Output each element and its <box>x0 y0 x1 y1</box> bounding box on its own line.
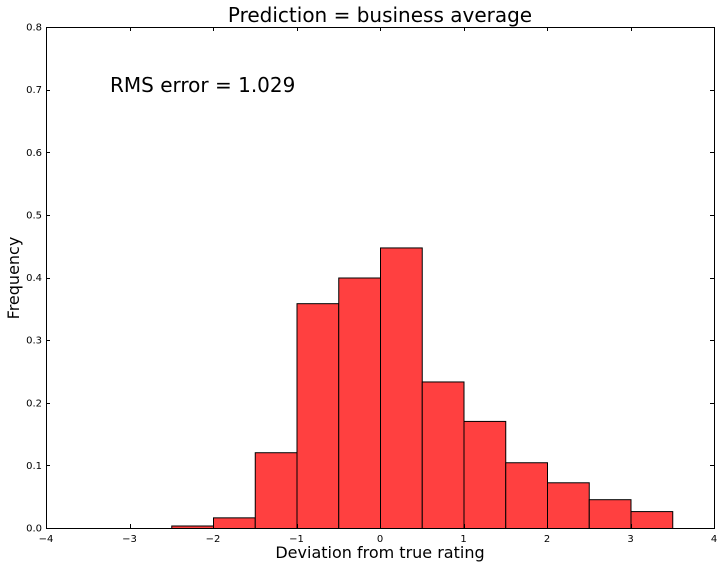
rms-annotation: RMS error = 1.029 <box>110 73 295 97</box>
y-tick-label: 0.4 <box>26 273 42 284</box>
histogram-bar <box>213 517 256 530</box>
y-tick-label: 0.3 <box>26 336 42 347</box>
y-axis-label: Frequency <box>4 237 23 320</box>
ticks-group: −4 −3 −2 −1 0 1 2 3 4 0.0 0.1 0.2 0.3 0.4 0.5 0.6 0.7 0.8 <box>26 23 717 546</box>
x-tick-label: −2 <box>206 534 221 545</box>
x-tick-label: −3 <box>122 534 137 545</box>
x-tick-label: 1 <box>460 534 466 545</box>
x-tick-label: 0 <box>377 534 383 545</box>
y-tick-label: 0.2 <box>26 398 42 409</box>
histogram-bar <box>505 462 548 529</box>
histogram-bar <box>296 303 340 529</box>
x-tick-label: −1 <box>289 534 304 545</box>
histogram-bar <box>630 511 674 529</box>
x-tick-label: 2 <box>544 534 550 545</box>
histogram-bar <box>547 482 590 530</box>
x-tick-label: −4 <box>39 534 54 545</box>
y-tick-label: 0.1 <box>26 461 42 472</box>
x-tick-label: 3 <box>627 534 633 545</box>
histogram-bar <box>588 499 632 530</box>
y-tick-label: 0.5 <box>26 210 42 221</box>
x-axis-label: Deviation from true rating <box>275 543 484 562</box>
histogram-bar <box>421 381 465 529</box>
histogram-bar <box>338 277 381 529</box>
y-tick-label: 0.7 <box>26 85 42 96</box>
chart-title: Prediction = business average <box>228 3 532 27</box>
x-tick-label: 4 <box>711 534 717 545</box>
bars-group <box>171 247 674 530</box>
histogram-bar <box>254 452 298 530</box>
y-tick-label: 0.8 <box>26 23 42 34</box>
y-tick-label: 0.0 <box>26 524 42 535</box>
histogram-bar <box>380 247 423 529</box>
histogram-bar <box>463 420 507 530</box>
y-tick-label: 0.6 <box>26 148 42 159</box>
